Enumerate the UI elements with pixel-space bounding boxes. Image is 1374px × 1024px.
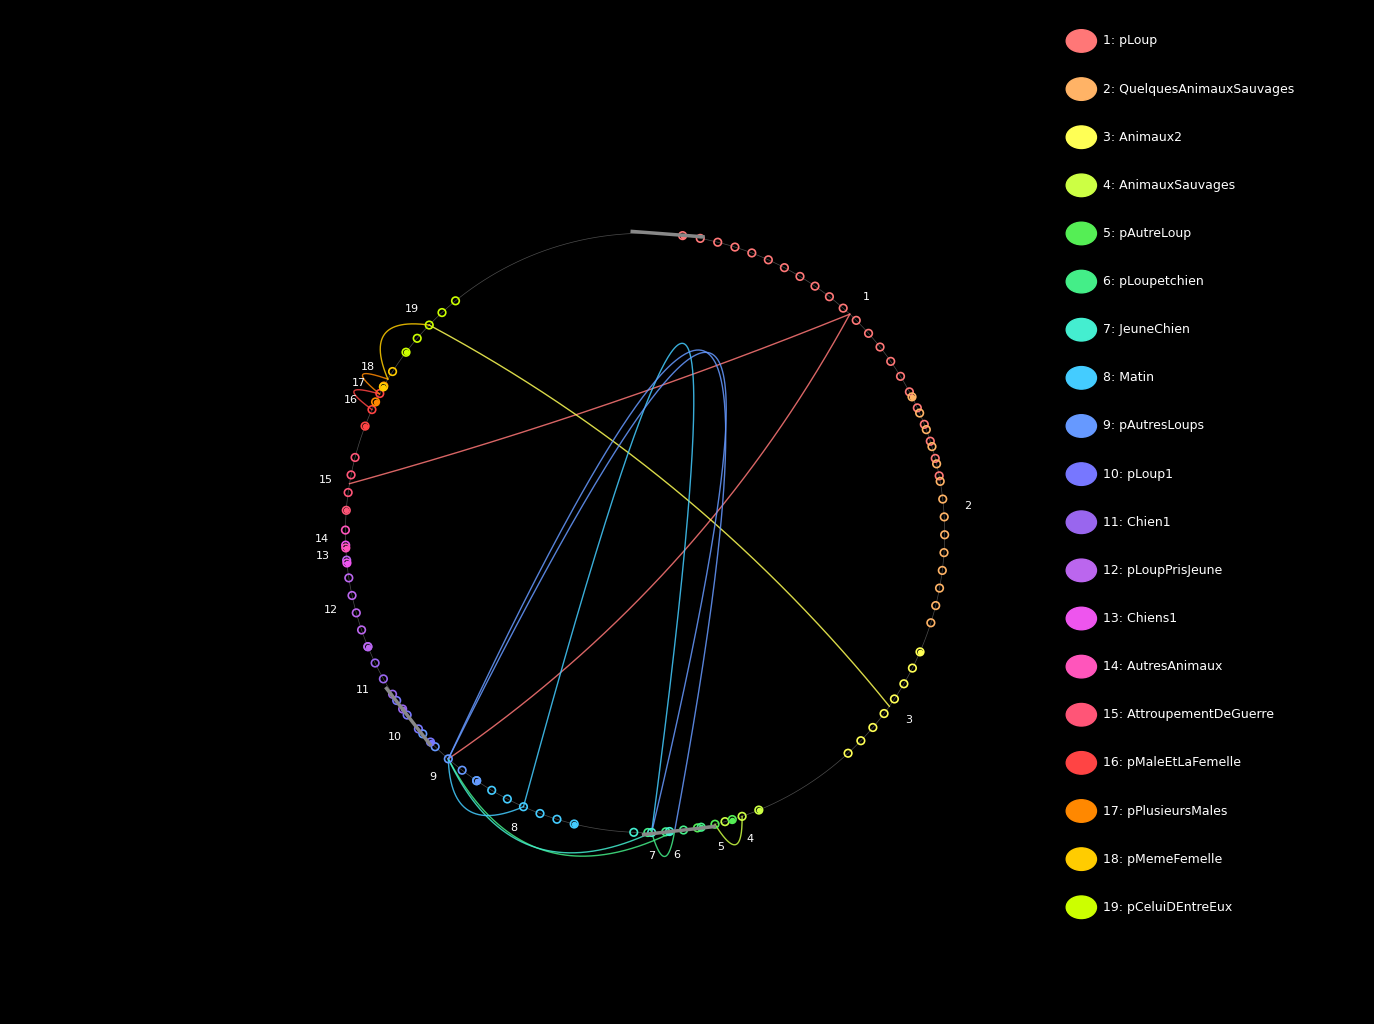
Text: 3: 3 [905, 715, 912, 725]
Text: 6: pLoupetchien: 6: pLoupetchien [1103, 275, 1204, 288]
Text: 5: 5 [717, 842, 724, 852]
Text: 18: pMemeFemelle: 18: pMemeFemelle [1103, 853, 1223, 865]
Text: 19: 19 [405, 304, 419, 313]
Text: 16: pMaleEtLaFemelle: 16: pMaleEtLaFemelle [1103, 757, 1241, 769]
Text: 1: 1 [863, 292, 870, 302]
Text: 18: 18 [360, 362, 375, 372]
Text: 7: JeuneChien: 7: JeuneChien [1103, 324, 1190, 336]
Text: 12: pLoupPrisJeune: 12: pLoupPrisJeune [1103, 564, 1223, 577]
Text: 4: 4 [746, 834, 753, 844]
Text: 17: pPlusieursMales: 17: pPlusieursMales [1103, 805, 1228, 817]
Text: 19: pCeluiDEntreEux: 19: pCeluiDEntreEux [1103, 901, 1232, 913]
Text: 14: 14 [315, 535, 328, 545]
Text: 17: 17 [352, 378, 365, 388]
Text: 14: AutresAnimaux: 14: AutresAnimaux [1103, 660, 1223, 673]
Text: 10: 10 [387, 732, 401, 742]
Text: 8: 8 [510, 823, 518, 834]
Text: 2: QuelquesAnimauxSauvages: 2: QuelquesAnimauxSauvages [1103, 83, 1294, 95]
Text: 9: pAutresLoups: 9: pAutresLoups [1103, 420, 1205, 432]
Text: 16: 16 [344, 395, 357, 404]
Text: 13: Chiens1: 13: Chiens1 [1103, 612, 1178, 625]
Text: 10: pLoup1: 10: pLoup1 [1103, 468, 1173, 480]
Text: 3: Animaux2: 3: Animaux2 [1103, 131, 1182, 143]
Text: 7: 7 [649, 851, 655, 861]
Text: 11: Chien1: 11: Chien1 [1103, 516, 1171, 528]
Text: 6: 6 [673, 850, 680, 859]
Text: 1: pLoup: 1: pLoup [1103, 35, 1157, 47]
Text: 15: AttroupementDeGuerre: 15: AttroupementDeGuerre [1103, 709, 1274, 721]
Text: 2: 2 [963, 501, 971, 511]
Text: 12: 12 [324, 605, 338, 614]
Text: 11: 11 [356, 685, 370, 695]
Text: 8: Matin: 8: Matin [1103, 372, 1154, 384]
Text: 13: 13 [316, 551, 330, 561]
Text: 9: 9 [429, 772, 437, 781]
Text: 15: 15 [319, 475, 333, 484]
Text: 5: pAutreLoup: 5: pAutreLoup [1103, 227, 1191, 240]
Text: 4: AnimauxSauvages: 4: AnimauxSauvages [1103, 179, 1235, 191]
